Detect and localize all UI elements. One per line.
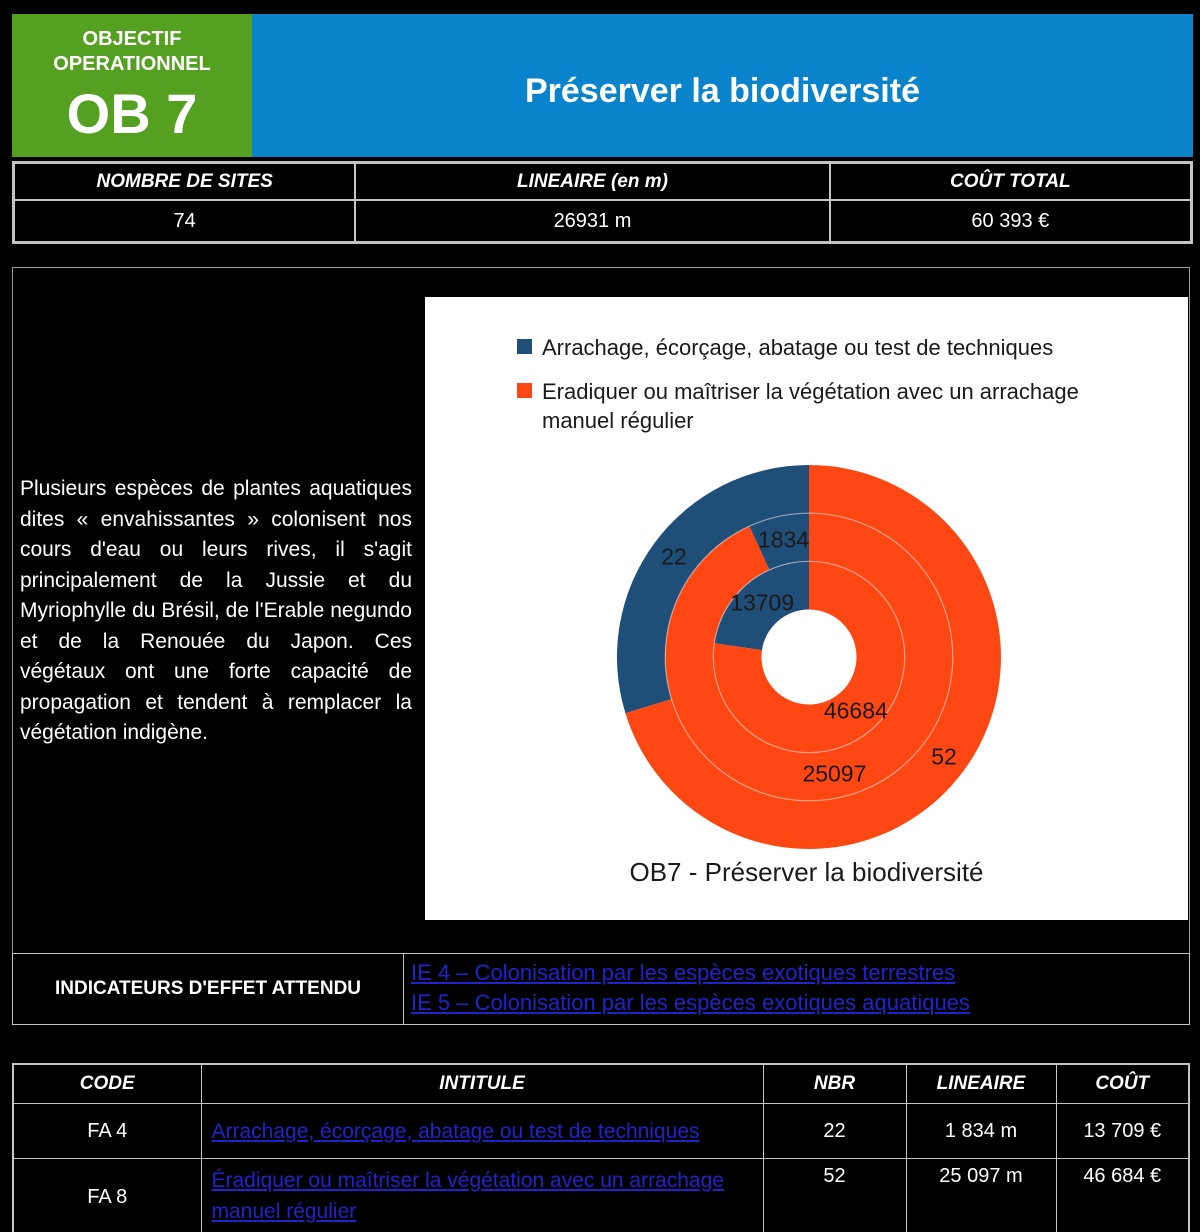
legend-item: Eradiquer ou maîtriser la végétation ave… — [517, 377, 1097, 435]
actions-header-row: CODE INTITULE NBR LINEAIRE COÛT — [12, 1063, 1190, 1104]
action-lineaire: 1 834 m — [905, 1103, 1057, 1159]
donut-segment-LINEAIRE-1 — [665, 513, 953, 801]
donut-segment-LINEAIRE-0 — [749, 513, 809, 570]
indicators-label: INDICATEURS D'EFFET ATTENDU — [13, 954, 404, 1024]
action-intitule-cell: Éradiquer ou maîtriser la végétation ave… — [200, 1158, 764, 1232]
actions-header-cout: COÛT — [1055, 1063, 1190, 1104]
action-cout: 46 684 € — [1055, 1158, 1190, 1232]
action-code: FA 8 — [12, 1158, 202, 1232]
indicator-link-2[interactable]: IE 5 – Colonisation par les espèces exot… — [411, 990, 970, 1015]
actions-header-nbr: NBR — [762, 1063, 907, 1104]
indicators-links: IE 4 – Colonisation par les espèces exot… — [404, 954, 1189, 1024]
stats-header-lineaire: LINEAIRE (en m) — [355, 163, 830, 200]
main-section: Plusieurs espèces de plantes aquatiques … — [12, 267, 1190, 954]
donut-segment-COÛT-1 — [713, 561, 905, 753]
stats-header-sites: NOMBRE DE SITES — [14, 163, 356, 200]
legend-swatch-icon — [517, 383, 532, 398]
stats-value-cout: 60 393 € — [829, 200, 1191, 242]
stats-table: NOMBRE DE SITES LINEAIRE (en m) COÛT TOT… — [12, 161, 1193, 244]
actions-table: CODE INTITULE NBR LINEAIRE COÛT FA 4 Arra… — [12, 1063, 1190, 1232]
objective-badge: OBJECTIF OPERATIONNEL OB 7 — [12, 14, 252, 157]
legend-item: Arrachage, écorçage, abatage ou test de … — [517, 333, 1097, 362]
actions-header-intitule: INTITULE — [200, 1063, 764, 1104]
action-nbr: 22 — [762, 1103, 907, 1159]
chart-title: OB7 - Préserver la biodiversité — [629, 857, 984, 887]
donut-chart — [617, 465, 1001, 849]
indicator-link-1[interactable]: IE 4 – Colonisation par les espèces exot… — [411, 960, 956, 985]
action-lineaire: 25 097 m — [905, 1158, 1057, 1232]
chart-panel: Arrachage, écorçage, abatage ou test de … — [425, 297, 1188, 920]
actions-header-lineaire: LINEAIRE — [905, 1063, 1057, 1104]
action-code: FA 4 — [12, 1103, 202, 1159]
stats-value-lineaire: 26931 m — [355, 200, 830, 242]
title-banner: Préserver la biodiversité — [252, 14, 1193, 157]
description-text: Plusieurs espèces de plantes aquatiques … — [20, 477, 412, 744]
ring-separator — [712, 560, 906, 754]
chart-legend: Arrachage, écorçage, abatage ou test de … — [517, 333, 1097, 450]
legend-label: Eradiquer ou maîtriser la végétation ave… — [542, 379, 1079, 433]
action-row: FA 4 Arrachage, écorçage, abatage ou test… — [12, 1103, 1190, 1159]
stats-value-sites: 74 — [14, 200, 356, 242]
action-intitule-link[interactable]: Arrachage, écorçage, abatage ou test de … — [211, 1119, 700, 1143]
legend-swatch-icon — [517, 339, 532, 354]
action-cout: 13 709 € — [1055, 1103, 1190, 1159]
action-nbr: 52 — [762, 1158, 907, 1232]
action-row: FA 8 Éradiquer ou maîtriser la végétation… — [12, 1158, 1190, 1232]
legend-label: Arrachage, écorçage, abatage ou test de … — [542, 335, 1054, 360]
action-intitule-link[interactable]: Éradiquer ou maîtriser la végétation ave… — [211, 1169, 724, 1223]
actions-header-code: CODE — [12, 1063, 202, 1104]
objective-code: OB 7 — [66, 82, 198, 145]
objective-label-line1: OBJECTIF — [82, 28, 182, 50]
objective-label-line2: OPERATIONNEL — [53, 53, 211, 75]
page-title: Préserver la biodiversité — [524, 72, 920, 110]
action-intitule-cell: Arrachage, écorçage, abatage ou test de … — [200, 1103, 764, 1159]
stats-header-cout: COÛT TOTAL — [829, 163, 1191, 200]
donut-segment-NBR-0 — [617, 465, 809, 714]
ring-separator — [664, 512, 954, 802]
indicators-row: INDICATEURS D'EFFET ATTENDU IE 4 – Colon… — [12, 953, 1190, 1025]
donut-segment-COÛT-0 — [714, 561, 809, 651]
